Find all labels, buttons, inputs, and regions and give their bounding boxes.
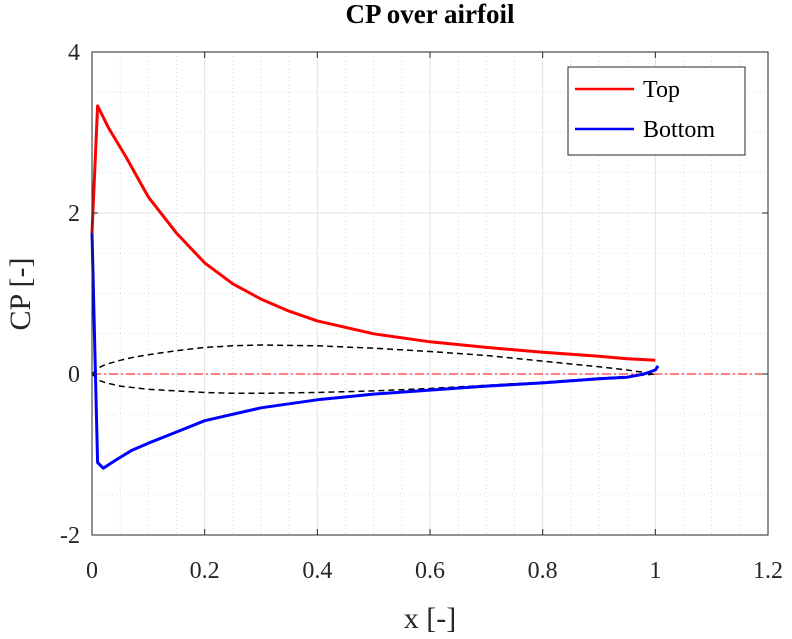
y-tick-label: -2 (60, 523, 80, 549)
y-tick-label: 4 (68, 40, 80, 66)
chart-title: CP over airfoil (346, 0, 515, 29)
x-tick-label: 1.2 (753, 558, 783, 584)
y-tick-labels: -2 0 2 4 (60, 40, 80, 549)
y-axis-label: CP [-] (4, 257, 37, 330)
series-line-bottom (90, 233, 660, 470)
x-tick-label: 1 (649, 558, 661, 584)
x-tick-labels: 0 0.2 0.4 0.6 0.8 1 1.2 (86, 558, 783, 584)
legend: Top Bottom (567, 66, 746, 156)
x-tick-label: 0 (86, 558, 98, 584)
airfoil-outline-line (91, 344, 656, 375)
y-tick-label: 0 (68, 362, 80, 388)
x-tick-label: 0.8 (528, 558, 558, 584)
x-tick-label: 0.4 (302, 558, 332, 584)
legend-label-top: Top (643, 77, 680, 103)
legend-label-bottom: Bottom (643, 117, 715, 143)
series-line-top (90, 104, 656, 362)
x-tick-label: 0.6 (415, 558, 445, 584)
x-tick-label: 0.2 (190, 558, 220, 584)
x-axis-label: x [-] (404, 602, 456, 635)
series-layer (90, 104, 768, 470)
tick-marks (91, 51, 769, 536)
y-tick-label: 2 (68, 201, 80, 227)
legend-box (567, 66, 746, 156)
